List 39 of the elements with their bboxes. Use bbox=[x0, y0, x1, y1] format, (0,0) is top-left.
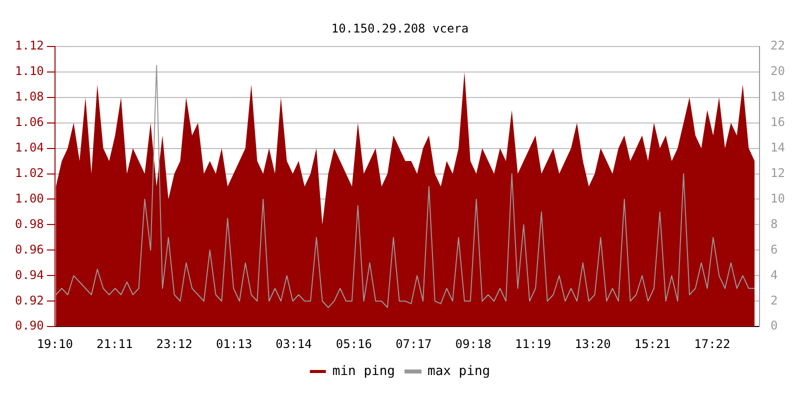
y-tick-label: 1.02 bbox=[14, 166, 44, 180]
x-tick-label: 19:10 bbox=[36, 336, 73, 351]
chart-title: 10.150.29.208 vcera bbox=[331, 21, 469, 36]
y-tick-label: 1.08 bbox=[14, 89, 44, 104]
x-tick-label: 01:13 bbox=[216, 336, 252, 351]
y-tick-label: 0.90 bbox=[14, 318, 44, 333]
y-tick-label: 1.00 bbox=[14, 191, 44, 206]
y2-tick-label: 2 bbox=[770, 293, 778, 308]
y-tick-label: 0.98 bbox=[14, 216, 44, 231]
y2-tick-label: 0 bbox=[770, 318, 778, 333]
x-tick-label: 21:11 bbox=[96, 336, 133, 351]
y2-tick-label: 10 bbox=[770, 191, 786, 206]
y-tick-label: 1.04 bbox=[14, 140, 44, 154]
y-tick-label: 1.10 bbox=[14, 64, 44, 78]
x-tick-label: 05:16 bbox=[336, 336, 372, 351]
x-tick-label: 07:17 bbox=[396, 336, 432, 351]
legend-label: max ping bbox=[428, 364, 490, 379]
x-tick-label: 23:12 bbox=[156, 336, 192, 351]
y2-tick-label: 16 bbox=[770, 114, 786, 129]
x-tick-label: 11:19 bbox=[514, 336, 552, 351]
x-tick-label: 13:20 bbox=[574, 336, 611, 351]
y2-tick-label: 4 bbox=[770, 268, 778, 282]
legend-label: min ping bbox=[332, 364, 396, 379]
y2-tick-label: 14 bbox=[770, 140, 786, 154]
y2-tick-label: 12 bbox=[770, 166, 786, 180]
x-tick-label: 17:22 bbox=[694, 336, 730, 351]
y-tick-label: 1.06 bbox=[14, 114, 44, 129]
y2-tick-label: 22 bbox=[770, 38, 786, 53]
y2-tick-label: 20 bbox=[770, 64, 786, 78]
x-tick-label: 09:18 bbox=[455, 336, 492, 351]
x-tick-label: 15:21 bbox=[634, 336, 671, 351]
y-tick-label: 0.94 bbox=[14, 268, 44, 282]
y2-tick-label: 8 bbox=[770, 216, 778, 231]
x-tick-label: 03:14 bbox=[276, 336, 312, 351]
y2-tick-label: 6 bbox=[770, 242, 778, 256]
y-tick-label: 0.92 bbox=[14, 293, 44, 308]
y-tick-label: 0.96 bbox=[14, 242, 44, 256]
y2-tick-label: 18 bbox=[770, 89, 786, 104]
y-tick-label: 1.12 bbox=[14, 38, 44, 53]
